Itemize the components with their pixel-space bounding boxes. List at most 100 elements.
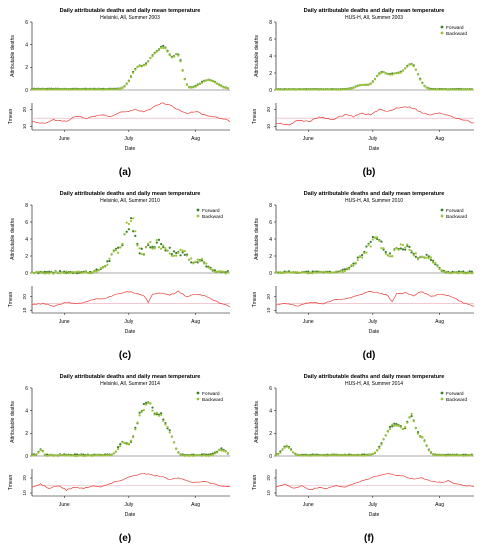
legend-forward-label: Forward [202, 391, 220, 397]
backward-point [179, 453, 182, 456]
backward-point [104, 265, 107, 268]
x-tick-label: July [124, 502, 133, 508]
backward-point [207, 266, 210, 269]
backward-point [67, 454, 70, 457]
x-tick-label: June [59, 136, 70, 142]
x-tick-label: June [59, 319, 70, 325]
forward-point [412, 252, 415, 255]
backward-point [181, 454, 184, 457]
backward-point [363, 454, 366, 457]
backward-point [116, 251, 120, 254]
backward-point [442, 270, 445, 274]
backward-point [373, 236, 377, 239]
backward-point [386, 254, 390, 257]
forward-point [164, 249, 167, 252]
forward-point [200, 259, 204, 262]
forward-point [369, 240, 372, 243]
backward-point [78, 270, 81, 273]
forward-point [149, 246, 152, 249]
backward-point [317, 270, 321, 274]
backward-point [350, 454, 353, 457]
backward-point [99, 88, 102, 91]
backward-point [198, 82, 201, 86]
backward-point [311, 272, 314, 275]
backward-point [151, 409, 154, 412]
chart-panel: Daily attributable deaths and daily mean… [8, 374, 231, 544]
backward-point [376, 236, 379, 239]
backward-point [106, 263, 109, 266]
backward-point [455, 454, 458, 457]
backward-point [356, 85, 359, 88]
temp-y-tick-label: 10 [22, 124, 28, 130]
backward-point [447, 271, 450, 274]
x-tick-label: Aug [435, 319, 444, 325]
backward-point [455, 271, 458, 275]
backward-point [211, 80, 214, 83]
forward-point [116, 445, 120, 449]
backward-point [50, 88, 53, 91]
backward-point [339, 88, 342, 91]
backward-point [462, 272, 465, 275]
x-tick-label: Aug [191, 136, 200, 142]
backward-point [151, 247, 154, 250]
backward-point [203, 262, 206, 265]
backward-point [309, 454, 312, 457]
chart-subtitle: Helsinki, All, Summer 2010 [100, 198, 160, 204]
forward-point [432, 259, 435, 262]
forward-point [352, 262, 355, 265]
backward-point [354, 454, 357, 457]
backward-point [99, 454, 102, 457]
forward-point [388, 425, 392, 428]
backward-point [380, 71, 383, 74]
backward-point [97, 453, 100, 457]
chart-subtitle: HUS-H, All, Summer 2010 [345, 198, 403, 204]
backward-point [30, 88, 34, 91]
backward-point [112, 250, 115, 253]
forward-point [157, 238, 161, 241]
chart-panel: Daily attributable deaths and daily mean… [252, 374, 475, 544]
backward-point [58, 453, 62, 457]
backward-point [45, 88, 49, 91]
backward-point [300, 271, 303, 274]
legend-backward-label: Backward [202, 214, 223, 220]
backward-point [468, 271, 471, 275]
backward-point [455, 88, 458, 91]
backward-point [395, 247, 398, 250]
backward-point [125, 221, 128, 224]
backward-point [138, 64, 141, 68]
backward-point [309, 88, 312, 91]
backward-point [76, 88, 79, 91]
backward-point [164, 247, 167, 250]
forward-point [106, 260, 109, 263]
backward-point [369, 245, 372, 248]
backward-point [101, 454, 105, 457]
backward-point [401, 427, 405, 430]
backward-point [289, 271, 293, 274]
backward-point [305, 88, 308, 91]
backward-point [190, 257, 193, 260]
backward-point [226, 451, 229, 455]
backward-point [162, 46, 165, 50]
backward-point [423, 85, 426, 88]
backward-point [39, 449, 42, 452]
backward-point [380, 443, 383, 446]
temp-y-tick-label: 10 [266, 124, 272, 130]
backward-point [76, 270, 79, 273]
backward-point [166, 425, 169, 429]
backward-point [175, 254, 178, 257]
backward-point [320, 454, 323, 457]
y-tick-label: 0 [269, 454, 272, 460]
backward-point [160, 413, 163, 417]
forward-point [196, 261, 199, 264]
backward-point [114, 248, 118, 252]
backward-point [339, 454, 342, 457]
backward-point [200, 454, 204, 457]
y-tick-label: 4 [269, 237, 272, 243]
backward-point [104, 88, 107, 91]
backward-point [453, 88, 456, 91]
backward-point [121, 441, 124, 444]
forward-point [136, 242, 139, 246]
backward-point [371, 238, 374, 241]
backward-point [438, 88, 441, 91]
forward-point [393, 422, 396, 425]
